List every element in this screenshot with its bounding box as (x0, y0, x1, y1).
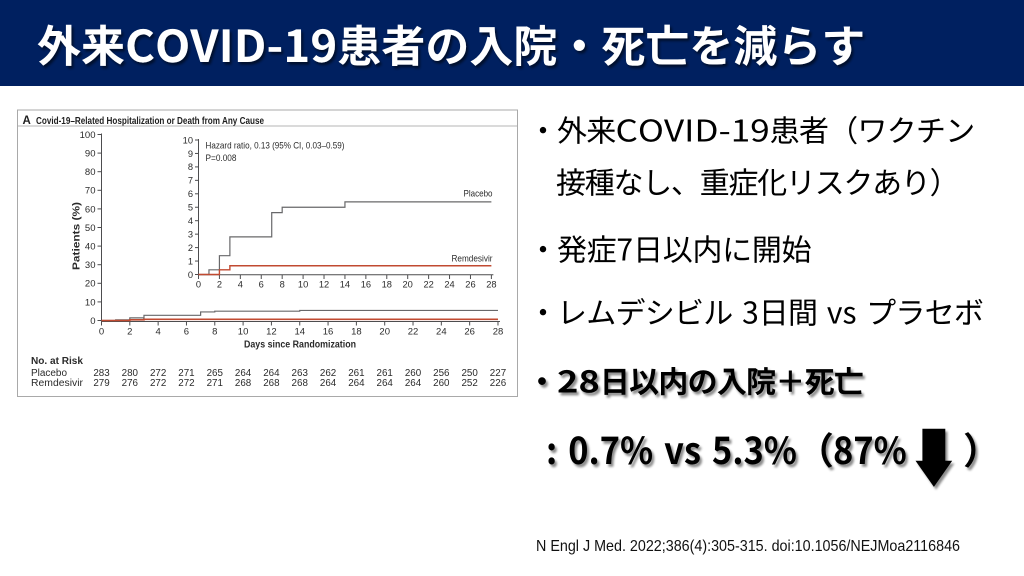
svg-text:268: 268 (263, 378, 280, 389)
svg-text:271: 271 (178, 368, 194, 379)
svg-text:100: 100 (80, 130, 96, 141)
svg-text:8: 8 (188, 162, 193, 172)
svg-text:90: 90 (85, 149, 96, 160)
svg-text:264: 264 (405, 378, 422, 389)
svg-text:226: 226 (490, 378, 507, 389)
svg-text:12: 12 (319, 280, 329, 290)
svg-text:26: 26 (465, 280, 475, 290)
svg-text:10: 10 (298, 280, 308, 290)
svg-text:256: 256 (433, 368, 450, 379)
svg-text:261: 261 (348, 368, 364, 379)
svg-text:276: 276 (122, 378, 139, 389)
svg-text:4: 4 (238, 280, 243, 290)
svg-text:264: 264 (348, 378, 365, 389)
svg-text:Patients (%): Patients (%) (72, 202, 83, 270)
svg-text:10: 10 (85, 297, 96, 308)
svg-text:0: 0 (188, 270, 193, 280)
svg-text:5: 5 (188, 203, 193, 213)
svg-text:2: 2 (127, 327, 132, 338)
svg-text:264: 264 (235, 368, 252, 379)
svg-text:9: 9 (188, 149, 193, 159)
svg-text:24: 24 (436, 327, 447, 338)
svg-text:20: 20 (403, 280, 413, 290)
svg-text:26: 26 (464, 327, 475, 338)
svg-text:268: 268 (292, 378, 309, 389)
svg-text:262: 262 (320, 368, 336, 379)
svg-text:10: 10 (183, 135, 193, 145)
svg-text:18: 18 (351, 327, 362, 338)
svg-text:2: 2 (217, 280, 222, 290)
svg-text:8: 8 (280, 280, 285, 290)
svg-text:6: 6 (184, 327, 189, 338)
svg-text:70: 70 (85, 186, 96, 197)
svg-text:P=0.008: P=0.008 (206, 153, 237, 163)
svg-text:16: 16 (361, 280, 371, 290)
svg-text:24: 24 (444, 280, 454, 290)
svg-text:Hazard ratio, 0.13 (95% CI, 0.: Hazard ratio, 0.13 (95% CI, 0.03–0.59) (206, 141, 345, 151)
svg-text:40: 40 (85, 242, 96, 253)
svg-text:80: 80 (85, 167, 96, 178)
svg-text:Days since Randomization: Days since Randomization (244, 339, 356, 351)
svg-text:No. at Risk: No. at Risk (31, 356, 84, 367)
svg-text:20: 20 (379, 327, 390, 338)
svg-text:4: 4 (155, 327, 160, 338)
svg-text:271: 271 (207, 378, 223, 389)
svg-text:264: 264 (320, 378, 337, 389)
svg-text:Covid-19–Related Hospitalizati: Covid-19–Related Hospitalization or Deat… (36, 116, 264, 127)
svg-text:260: 260 (433, 378, 450, 389)
svg-text:Remdesivir: Remdesivir (31, 378, 84, 389)
svg-text:2: 2 (188, 243, 193, 253)
svg-text:7: 7 (188, 176, 193, 186)
svg-text:250: 250 (461, 368, 478, 379)
svg-text:0: 0 (196, 280, 201, 290)
svg-text:1: 1 (188, 256, 193, 266)
svg-text:0: 0 (99, 327, 104, 338)
svg-text:60: 60 (85, 204, 96, 215)
svg-text:Placebo: Placebo (31, 368, 68, 379)
svg-text:28: 28 (486, 280, 496, 290)
svg-text:272: 272 (178, 378, 194, 389)
svg-text:18: 18 (382, 280, 392, 290)
svg-text:12: 12 (266, 327, 277, 338)
svg-text:260: 260 (405, 368, 422, 379)
svg-text:20: 20 (85, 279, 96, 290)
svg-text:261: 261 (377, 368, 393, 379)
svg-text:279: 279 (93, 378, 109, 389)
svg-text:14: 14 (340, 280, 350, 290)
svg-text:10: 10 (238, 327, 249, 338)
svg-text:4: 4 (188, 216, 193, 226)
svg-text:30: 30 (85, 260, 96, 271)
svg-text:Placebo: Placebo (464, 189, 493, 200)
svg-text:263: 263 (292, 368, 309, 379)
svg-text:264: 264 (263, 368, 280, 379)
svg-text:283: 283 (93, 368, 110, 379)
svg-text:50: 50 (85, 223, 96, 234)
svg-text:6: 6 (188, 189, 193, 199)
svg-text:0: 0 (90, 316, 95, 327)
svg-text:227: 227 (490, 368, 506, 379)
svg-text:A: A (23, 115, 31, 127)
svg-text:252: 252 (461, 378, 477, 389)
svg-text:272: 272 (150, 368, 166, 379)
svg-text:28: 28 (493, 327, 504, 338)
svg-text:16: 16 (323, 327, 334, 338)
svg-text:Remdesivir: Remdesivir (452, 254, 493, 265)
svg-text:268: 268 (235, 378, 252, 389)
svg-text:3: 3 (188, 229, 193, 239)
svg-text:22: 22 (423, 280, 433, 290)
svg-text:264: 264 (377, 378, 394, 389)
svg-text:8: 8 (212, 327, 217, 338)
svg-text:265: 265 (207, 368, 224, 379)
svg-text:N Engl J Med. 2022;386(4):305-: N Engl J Med. 2022;386(4):305-315. doi:1… (536, 538, 960, 555)
svg-text:272: 272 (150, 378, 166, 389)
svg-text:14: 14 (294, 327, 305, 338)
svg-text:6: 6 (259, 280, 264, 290)
svg-text:280: 280 (122, 368, 139, 379)
svg-text:22: 22 (408, 327, 419, 338)
